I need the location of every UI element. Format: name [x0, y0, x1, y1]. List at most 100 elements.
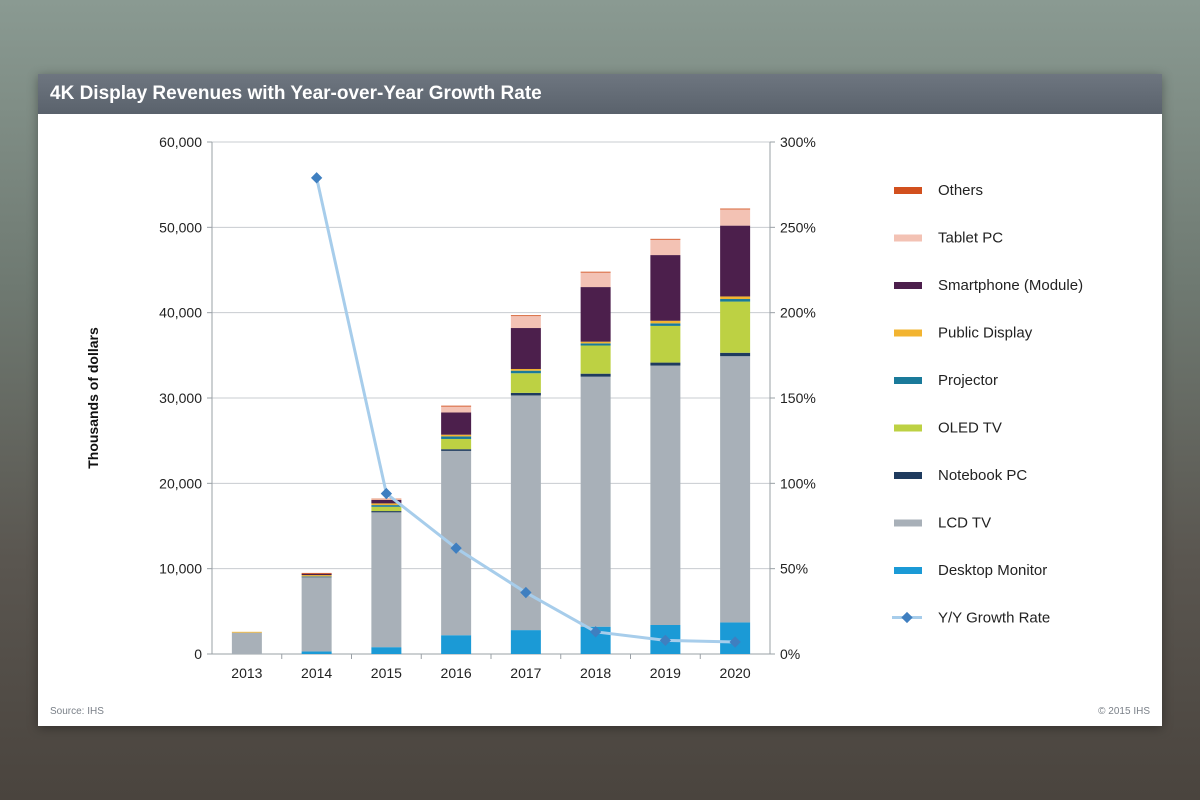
bar-segment — [441, 438, 472, 450]
bar-segment — [510, 316, 541, 329]
bar-segment — [650, 238, 681, 240]
bar-segment — [510, 392, 541, 396]
legend-swatch — [894, 519, 922, 527]
legend-swatch — [894, 234, 922, 242]
bar-segment — [371, 506, 402, 512]
bar-segment — [441, 449, 472, 451]
bar-segment — [301, 651, 332, 654]
bar-segment — [301, 575, 332, 577]
legend-label: LCD TV — [938, 515, 991, 532]
bar-segment — [510, 328, 541, 369]
growth-rate-point — [380, 487, 393, 500]
source-note: Source: IHS — [50, 706, 104, 717]
bar-segment — [580, 343, 611, 346]
x-tick-label: 2017 — [510, 665, 541, 681]
growth-rate-point — [520, 586, 532, 599]
legend-swatch — [894, 187, 922, 194]
bar-segment — [231, 631, 262, 633]
bar-segment — [371, 499, 402, 504]
chart-svg: 0 10,000 20,000 30,000 40,000 50,000 60,000 0% 5… — [85, 134, 1083, 681]
bar-segment — [720, 208, 751, 210]
bar-segment — [580, 341, 611, 344]
legend-swatch — [894, 424, 922, 432]
growth-rate-point — [310, 172, 323, 184]
x-tick-label: 2020 — [720, 665, 751, 681]
bar-segment — [650, 320, 681, 324]
y-tick-label: 0 — [194, 646, 202, 662]
x-tick-label: 2014 — [301, 665, 332, 681]
legend-swatch — [894, 472, 922, 479]
legend-label: Desktop Monitor — [938, 562, 1047, 579]
bar-segment — [441, 434, 472, 437]
y2-tick-label: 300% — [780, 134, 816, 150]
bar-segment — [720, 225, 751, 297]
legend-label: Public Display — [938, 325, 1033, 342]
bar-segment — [441, 405, 472, 407]
legend-label: Others — [938, 182, 983, 199]
bar-segment — [301, 572, 332, 574]
bar-segment — [720, 299, 751, 302]
bar-segment — [510, 630, 541, 654]
y-axis-title: Thousands of dollars — [85, 327, 101, 469]
bar-segment — [301, 577, 332, 652]
bar-segment — [231, 632, 262, 654]
y-tick-label: 50,000 — [159, 219, 202, 235]
legend-label: Notebook PC — [938, 467, 1027, 484]
bar-segment — [371, 512, 402, 648]
y2-tick-label: 250% — [780, 219, 816, 235]
legend-swatch — [894, 377, 922, 384]
bar-segment — [441, 635, 472, 654]
bar-segment — [720, 296, 751, 300]
x-tick-label: 2015 — [371, 665, 402, 681]
growth-rate-point — [450, 542, 462, 554]
y2-tick-label: 150% — [780, 390, 816, 406]
bar-segment — [301, 576, 332, 578]
bar-segment — [441, 436, 472, 439]
bar-segment — [371, 505, 402, 507]
y2-tick-label: 0% — [780, 646, 800, 662]
bar-segment — [720, 301, 751, 353]
bar-segment — [371, 511, 402, 513]
y2-tick-label: 50% — [780, 561, 808, 577]
y2-tick-label: 100% — [780, 475, 816, 491]
y-tick-label: 10,000 — [159, 561, 202, 577]
legend-label: Projector — [938, 372, 998, 389]
bar-segment — [720, 209, 751, 226]
bar-segment — [650, 365, 681, 625]
legend-label: Y/Y Growth Rate — [938, 610, 1050, 627]
legend-label: Smartphone (Module) — [938, 277, 1083, 294]
y-tick-label: 60,000 — [159, 134, 202, 150]
growth-rate-point — [659, 634, 672, 647]
x-tick-label: 2018 — [580, 665, 611, 681]
bar-segment — [441, 412, 472, 435]
bar-segment — [301, 576, 332, 577]
bar-segment — [580, 272, 611, 288]
bar-segment — [371, 647, 402, 654]
bar-segment — [720, 352, 751, 357]
bar-segment — [650, 255, 681, 321]
bar-segment — [441, 406, 472, 413]
growth-rate-point — [589, 626, 602, 638]
x-tick-label: 2013 — [231, 665, 262, 681]
bar-segment — [650, 239, 681, 256]
bar-segment — [580, 287, 611, 342]
bar-segment — [650, 323, 681, 326]
bar-segment — [301, 573, 332, 576]
x-tick-label: 2016 — [441, 665, 472, 681]
bar-segment — [510, 373, 541, 393]
legend-swatch — [894, 282, 922, 289]
title-bar: 4K Display Revenues with Year-over-Year … — [38, 74, 1162, 114]
bar-segment — [580, 271, 611, 273]
bar-segment — [510, 315, 541, 317]
copyright-note: © 2015 IHS — [1098, 706, 1150, 717]
y-tick-label: 40,000 — [159, 305, 202, 321]
y-tick-label: 20,000 — [159, 475, 202, 491]
chart-card: 4K Display Revenues with Year-over-Year … — [38, 74, 1162, 726]
bar-segment — [510, 368, 541, 371]
legend-marker-swatch — [901, 611, 913, 624]
bar-segment — [650, 362, 681, 366]
legend-label: Tablet PC — [938, 230, 1003, 247]
y-tick-label: 30,000 — [159, 390, 202, 406]
legend-label: OLED TV — [938, 420, 1002, 437]
bar-segment — [580, 376, 611, 627]
